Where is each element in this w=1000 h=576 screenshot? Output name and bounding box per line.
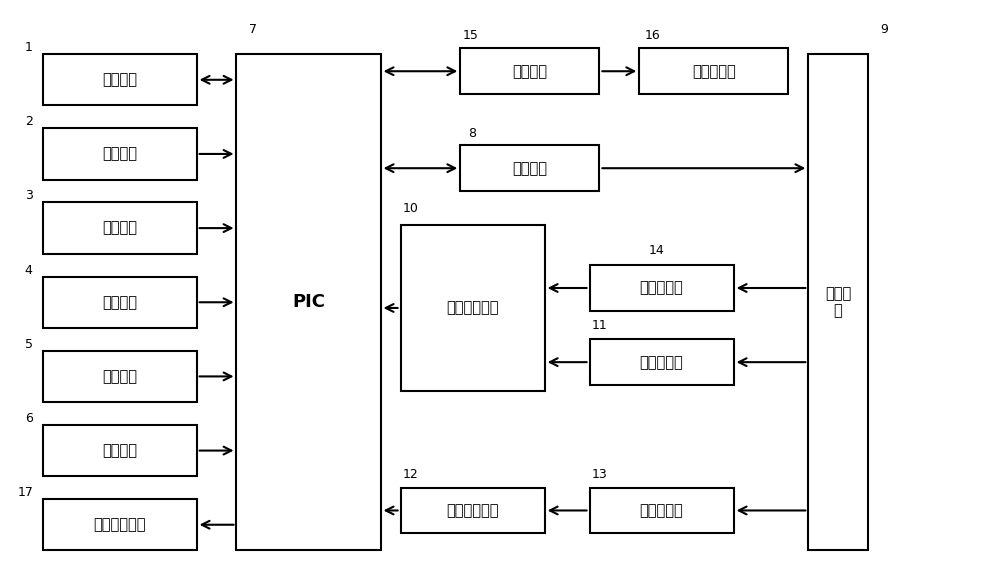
Text: 2: 2 [25,115,33,128]
Text: 13: 13 [591,468,607,481]
Text: 10: 10 [403,202,418,215]
Bar [401,488,545,533]
Text: 模数转换单元: 模数转换单元 [446,503,499,518]
Text: 16: 16 [644,29,660,41]
Text: 电压传感器: 电压传感器 [640,281,683,295]
Text: 7: 7 [249,23,257,36]
Text: PIC: PIC [292,293,325,311]
Text: 供电电源: 供电电源 [102,221,137,236]
Text: 显示单元: 显示单元 [102,72,137,88]
Text: 15: 15 [462,29,478,41]
Text: 17: 17 [18,486,34,499]
Text: 控制面板: 控制面板 [102,146,137,161]
Text: 复位电路: 复位电路 [102,295,137,310]
Text: 数据存储单元: 数据存储单元 [93,517,146,532]
Bar [401,225,545,391]
Text: 8: 8 [468,127,476,140]
Text: 6: 6 [25,412,33,425]
Text: 14: 14 [649,244,665,257]
Bar [639,48,788,94]
Text: 电流传感器: 电流传感器 [640,355,683,370]
Text: 3: 3 [25,190,33,202]
Text: 11: 11 [591,320,607,332]
Text: 行程传感器: 行程传感器 [640,503,683,518]
Text: 驱动模块: 驱动模块 [512,161,547,176]
Bar [460,48,599,94]
Bar [808,54,868,551]
Text: 4: 4 [25,264,33,276]
Bar [236,54,381,551]
Bar [43,425,197,476]
Text: 时钟电路: 时钟电路 [102,369,137,384]
Bar [43,276,197,328]
Text: 5: 5 [25,338,33,351]
Bar [43,202,197,254]
Bar [590,265,734,311]
Text: 12: 12 [403,468,418,481]
Bar [43,128,197,180]
Bar [590,339,734,385]
Text: 电气开
关: 电气开 关 [825,286,851,319]
Text: 通讯电路: 通讯电路 [512,64,547,79]
Bar [43,351,197,402]
Text: 工业计算机: 工业计算机 [692,64,736,79]
Bar [460,145,599,191]
Bar [43,54,197,105]
Bar [43,499,197,551]
Text: 9: 9 [880,23,888,36]
Text: 晶振电路: 晶振电路 [102,443,137,458]
Text: 信号处理电路: 信号处理电路 [446,301,499,316]
Text: 1: 1 [25,41,33,54]
Bar [590,488,734,533]
